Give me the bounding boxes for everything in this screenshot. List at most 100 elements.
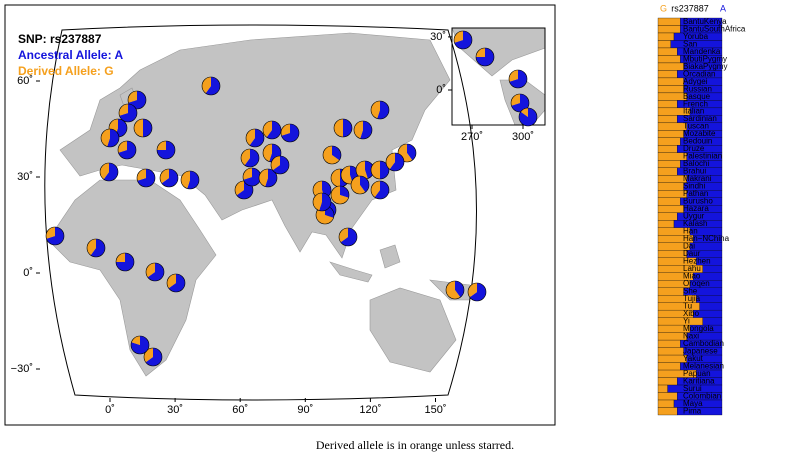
pie-outline (133, 118, 153, 138)
category-label: Miao (683, 272, 701, 281)
pie-derived (334, 119, 343, 137)
bar-segment (657, 362, 681, 371)
bar-segment (657, 339, 681, 348)
bar-segment (699, 302, 723, 311)
bar-segment (657, 399, 675, 408)
pie-derived (331, 185, 349, 204)
category-label: Basque (683, 92, 711, 101)
x-tick-label: 150˚ (424, 404, 446, 416)
category-label: Uygur (683, 212, 705, 221)
pie-derived (246, 129, 255, 146)
pie-ancestral (145, 348, 162, 367)
category-label: Mozabite (683, 129, 716, 138)
pie-outline (180, 170, 200, 190)
category-label: Han (683, 227, 698, 236)
bar-segment (657, 137, 681, 146)
pie-ancestral (168, 274, 186, 292)
legend-g: G (660, 3, 667, 13)
category-label: Tujia (683, 294, 701, 303)
pie-derived (454, 31, 463, 43)
bar-segment (657, 62, 684, 71)
pie-derived (356, 161, 368, 180)
pie-outline (262, 120, 282, 140)
pie-ancestral (511, 94, 529, 113)
pie-ancestral (389, 153, 404, 171)
pie-ancestral (469, 283, 486, 301)
pie-derived (157, 141, 166, 150)
x-tick-label: 120˚ (359, 404, 381, 416)
category-label: Yoruba (683, 32, 709, 41)
pie-outline (166, 273, 186, 293)
pie-derived (371, 181, 380, 198)
pie-derived (520, 108, 528, 117)
pie-ancestral (407, 144, 416, 161)
bar-segment (657, 392, 678, 401)
pie-outline (453, 30, 473, 50)
bar-segment (657, 85, 684, 94)
pie-ancestral (119, 104, 138, 122)
bar-segment (702, 265, 723, 273)
y-tick-label: 60˚ (17, 75, 33, 87)
pie-derived (312, 193, 322, 211)
pie-ancestral (147, 263, 165, 282)
category-label: Pima (683, 406, 702, 415)
pie-derived (136, 169, 146, 181)
bar-segment (657, 77, 684, 86)
category-label: Yakut (683, 354, 704, 363)
bar-segment (657, 145, 678, 153)
category-label: Russian (683, 84, 712, 93)
pie-derived (509, 70, 518, 82)
pie-derived (386, 153, 395, 170)
pie-outline (117, 140, 137, 160)
pie-outline (397, 143, 417, 163)
category-label: Yi (683, 316, 690, 325)
pie-outline (370, 180, 390, 200)
pie-ancestral (272, 156, 289, 174)
pie-outline (245, 128, 265, 148)
bar-segment (657, 347, 684, 356)
category-label: Daur (683, 249, 701, 258)
category-label: Makrani (683, 174, 712, 183)
pie-derived (131, 336, 140, 345)
x-tick-label: 60˚ (232, 404, 248, 416)
pie-ancestral (509, 70, 527, 89)
bar-segment (657, 160, 681, 168)
category-label: BantuSouthAfrica (683, 24, 746, 33)
pie-derived (467, 283, 477, 298)
pie-derived (371, 161, 380, 179)
bar-segment (657, 70, 678, 79)
pie-derived (119, 104, 128, 116)
pie-derived (281, 124, 290, 136)
category-label: Han−NChina (683, 234, 730, 243)
category-label: BiakaPygmy (683, 62, 727, 71)
x-tick-label: 270˚ (461, 131, 483, 143)
y-tick-label: 30˚ (430, 31, 446, 43)
pie-outline (136, 168, 156, 188)
pie-derived (262, 144, 272, 162)
pie-outline (370, 160, 390, 180)
pie-ancestral (187, 171, 199, 189)
pie-outline (127, 90, 147, 110)
pie-outline (258, 168, 278, 188)
category-label: Naxi (683, 331, 699, 340)
map-title: SNP: rs237887 (18, 32, 102, 46)
category-label: French (683, 99, 708, 108)
bar-title: rs237887 (671, 3, 709, 13)
pie-outline (99, 162, 119, 182)
x-tick-label: 0˚ (105, 404, 115, 416)
category-label: Dai (683, 242, 695, 251)
pie-outline (86, 238, 106, 258)
pie-outline (385, 152, 405, 172)
bar-segment (657, 287, 684, 296)
category-label: Japanese (683, 346, 718, 355)
pie-outline (270, 155, 290, 175)
pie-ancestral (107, 129, 119, 147)
bar-segment (657, 167, 678, 176)
category-label: BantuKenya (683, 17, 727, 26)
pie-outline (312, 192, 332, 212)
pie-outline (118, 103, 138, 123)
pie-derived (118, 141, 127, 153)
pie-ancestral (265, 169, 277, 187)
bar-segment (657, 220, 675, 228)
